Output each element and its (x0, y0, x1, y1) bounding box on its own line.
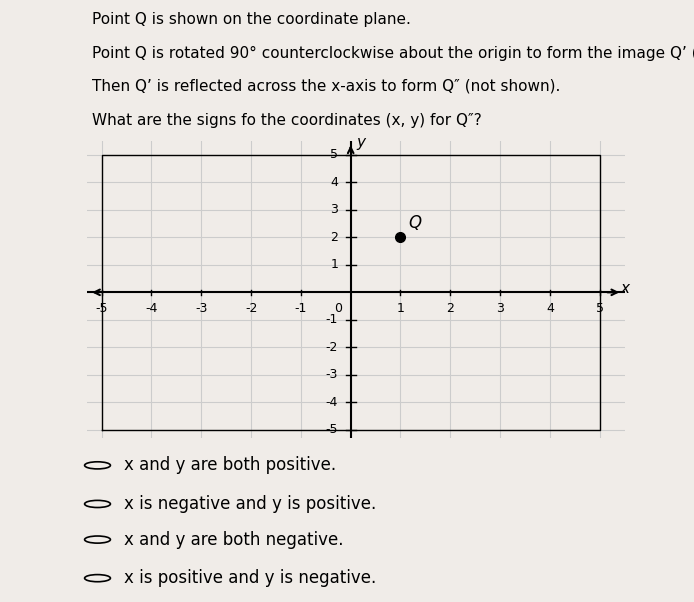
Text: Q: Q (408, 214, 421, 232)
Text: x is negative and y is positive.: x is negative and y is positive. (124, 495, 377, 513)
Text: -5: -5 (325, 423, 338, 436)
Text: 5: 5 (595, 302, 604, 315)
Text: -2: -2 (245, 302, 257, 315)
Text: 0: 0 (335, 302, 342, 315)
Text: 3: 3 (330, 203, 338, 216)
Text: x: x (620, 281, 629, 296)
Text: 1: 1 (330, 258, 338, 272)
Text: 2: 2 (446, 302, 455, 315)
Text: 1: 1 (396, 302, 405, 315)
Text: x is positive and y is negative.: x is positive and y is negative. (124, 569, 377, 587)
Text: -1: -1 (326, 313, 338, 326)
Text: 4: 4 (330, 176, 338, 189)
Text: What are the signs fo the coordinates (x, y) for Q″?: What are the signs fo the coordinates (x… (92, 113, 482, 128)
Text: y: y (356, 135, 365, 150)
Text: x and y are both positive.: x and y are both positive. (124, 456, 337, 474)
Text: -3: -3 (195, 302, 208, 315)
Text: Then Q’ is reflected across the x-axis to form Q″ (not shown).: Then Q’ is reflected across the x-axis t… (92, 79, 561, 94)
Text: Point Q is rotated 90° counterclockwise about the origin to form the image Q’ (n: Point Q is rotated 90° counterclockwise … (92, 46, 694, 61)
Text: -4: -4 (145, 302, 158, 315)
Text: 5: 5 (330, 148, 338, 161)
Text: Point Q is shown on the coordinate plane.: Point Q is shown on the coordinate plane… (92, 12, 411, 27)
Text: 4: 4 (546, 302, 554, 315)
Text: x and y are both negative.: x and y are both negative. (124, 530, 344, 548)
Text: -5: -5 (96, 302, 108, 315)
Text: 3: 3 (496, 302, 504, 315)
Text: -3: -3 (326, 368, 338, 381)
Text: -1: -1 (295, 302, 307, 315)
Text: -2: -2 (326, 341, 338, 354)
Text: -4: -4 (326, 396, 338, 409)
Text: 2: 2 (330, 231, 338, 244)
